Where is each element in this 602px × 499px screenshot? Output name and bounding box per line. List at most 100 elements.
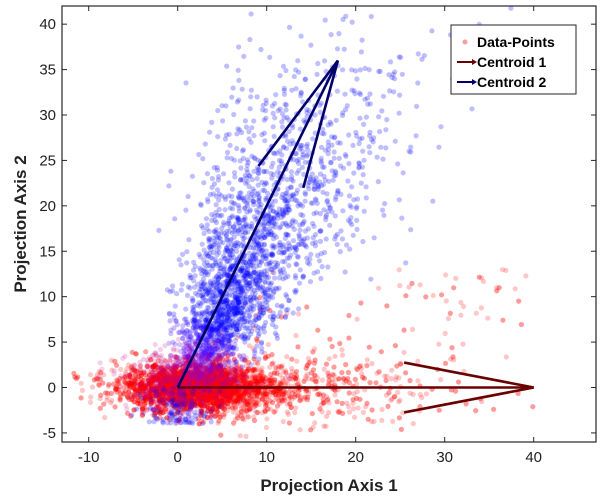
data-point <box>193 391 199 397</box>
data-point <box>285 380 291 387</box>
data-point <box>205 376 211 382</box>
data-point <box>280 63 287 69</box>
data-point <box>259 391 265 397</box>
data-point <box>276 398 282 404</box>
data-point <box>286 401 293 407</box>
data-point <box>183 374 189 380</box>
data-point <box>117 397 123 403</box>
data-point <box>183 388 190 394</box>
data-point <box>246 136 252 142</box>
data-point <box>213 393 219 399</box>
data-point <box>294 170 300 176</box>
data-point <box>232 404 238 410</box>
data-point <box>235 392 241 398</box>
data-point <box>206 391 212 397</box>
data-point <box>284 409 290 415</box>
data-point <box>252 393 259 399</box>
data-point <box>212 369 218 376</box>
data-point <box>180 391 187 397</box>
data-point <box>337 340 343 347</box>
data-point <box>500 317 506 323</box>
data-point <box>247 380 253 387</box>
data-point <box>210 402 216 408</box>
data-point <box>267 388 273 394</box>
data-point <box>334 241 340 247</box>
data-point <box>222 396 228 402</box>
data-point <box>165 385 171 391</box>
data-point <box>89 384 96 390</box>
data-point <box>345 178 351 184</box>
data-point <box>277 400 283 406</box>
data-point <box>266 394 272 400</box>
data-point <box>295 392 301 399</box>
data-point <box>396 267 402 273</box>
data-point <box>174 372 180 378</box>
data-point <box>194 380 200 386</box>
data-point <box>180 251 186 257</box>
data-point <box>209 376 215 383</box>
data-point <box>503 354 509 360</box>
data-point <box>98 392 104 398</box>
data-point <box>253 400 259 406</box>
data-point <box>396 110 402 116</box>
data-point <box>300 273 306 279</box>
data-point <box>149 375 155 381</box>
data-point <box>108 400 114 406</box>
data-point <box>264 416 270 422</box>
data-point <box>442 360 449 366</box>
data-point <box>231 420 237 426</box>
data-point <box>512 286 518 292</box>
data-point <box>408 227 414 233</box>
data-point <box>236 44 242 50</box>
data-point <box>382 373 388 379</box>
data-point <box>189 399 195 405</box>
data-point <box>185 373 191 379</box>
data-point <box>369 407 375 413</box>
data-point <box>243 355 249 361</box>
data-point <box>460 341 466 347</box>
data-point <box>252 403 258 409</box>
data-point <box>309 411 315 417</box>
data-point <box>220 380 226 386</box>
data-point <box>97 405 103 411</box>
data-point <box>220 118 226 124</box>
data-point <box>235 373 241 379</box>
data-point <box>234 398 240 404</box>
data-point <box>251 404 257 410</box>
data-point <box>341 376 347 382</box>
data-point <box>329 343 335 350</box>
data-point <box>181 395 187 401</box>
data-point <box>232 369 238 375</box>
data-point <box>238 395 245 401</box>
data-point <box>231 157 238 163</box>
data-point <box>288 404 294 410</box>
data-point <box>396 415 402 421</box>
data-point <box>155 358 161 364</box>
data-point <box>458 299 464 306</box>
data-point <box>336 376 342 382</box>
data-point <box>171 396 178 402</box>
data-point <box>293 405 299 411</box>
data-point <box>188 369 194 375</box>
data-point <box>191 392 197 398</box>
data-point <box>383 377 389 384</box>
data-point <box>192 379 198 385</box>
data-point <box>158 399 164 405</box>
data-point <box>249 402 255 408</box>
data-point <box>334 46 341 52</box>
data-point <box>187 375 193 381</box>
data-point <box>102 414 108 421</box>
data-point <box>272 275 278 281</box>
data-point <box>238 373 245 379</box>
data-point <box>96 382 102 388</box>
data-point <box>201 392 207 399</box>
data-point <box>304 106 310 113</box>
data-point <box>318 155 324 161</box>
data-point <box>261 394 267 400</box>
data-point <box>309 376 316 382</box>
data-point <box>229 392 235 398</box>
data-point <box>204 394 210 400</box>
data-point <box>172 394 178 400</box>
data-point <box>170 283 176 289</box>
data-point <box>267 364 273 370</box>
